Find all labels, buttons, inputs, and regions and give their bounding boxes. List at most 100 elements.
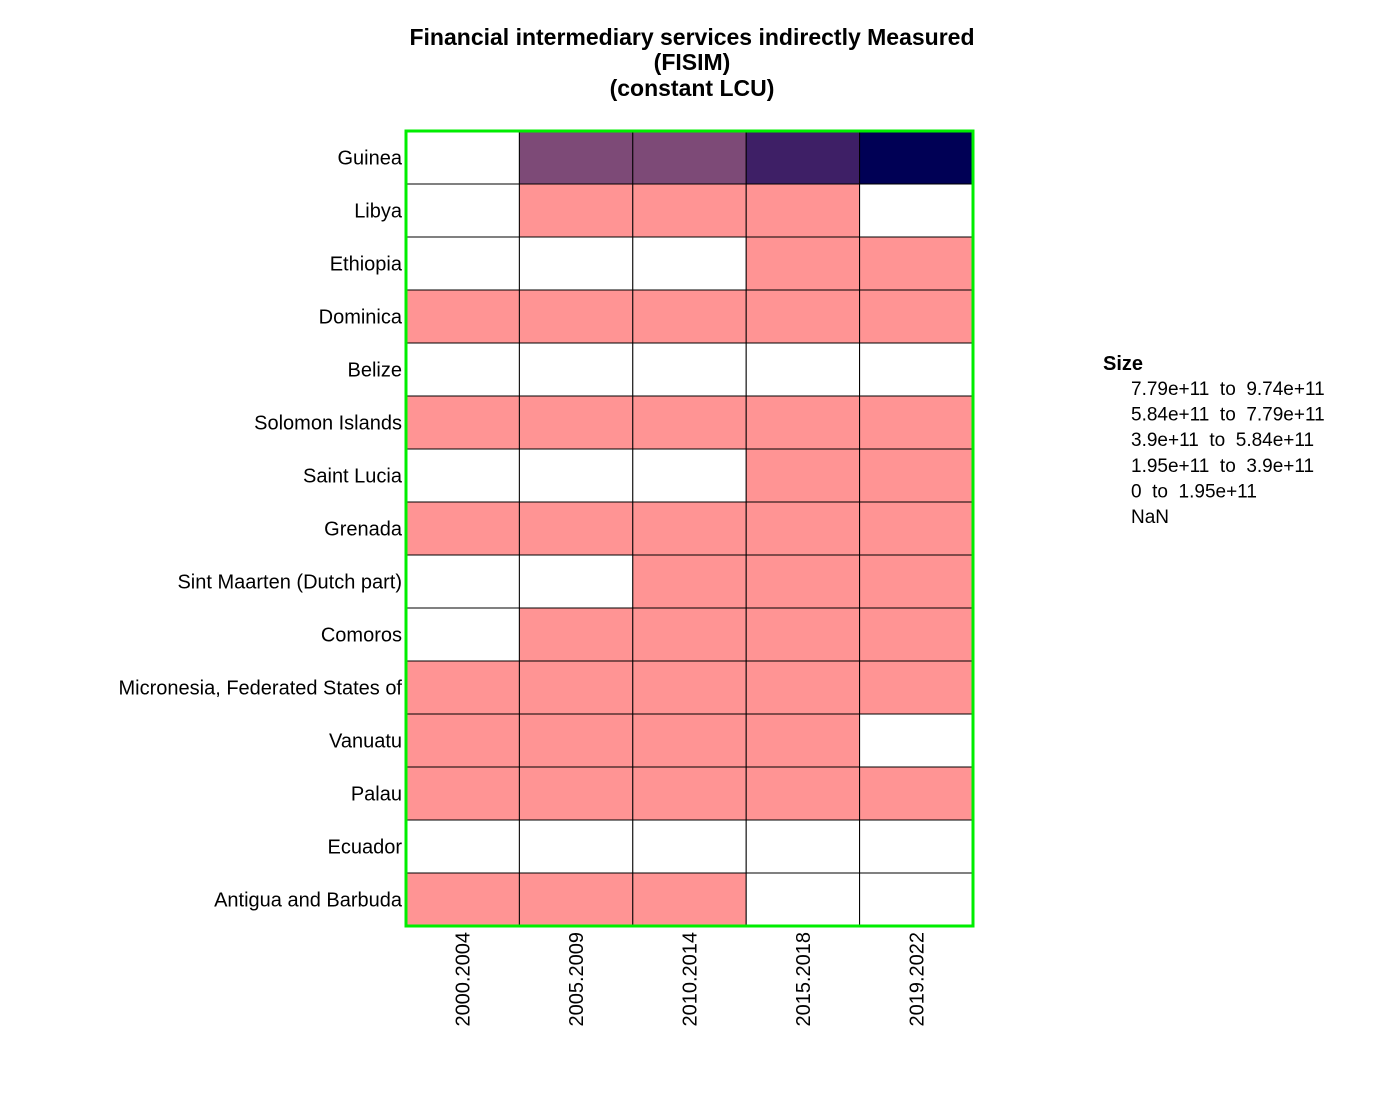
heatmap-cell xyxy=(405,342,520,397)
heatmap-cell xyxy=(632,448,747,503)
heatmap-cell xyxy=(518,236,634,291)
heatmap-cell xyxy=(632,183,747,238)
heatmap-cell xyxy=(859,236,974,291)
heatmap-cell xyxy=(745,342,861,397)
heatmap-cell xyxy=(405,872,520,927)
heatmap-cells xyxy=(405,130,974,927)
heatmap-cell xyxy=(518,289,634,344)
plot-frame xyxy=(404,129,975,928)
row-label: Ethiopia xyxy=(330,254,403,276)
heatmap-cell xyxy=(518,395,634,450)
chart-title-line: (constant LCU) xyxy=(610,75,775,101)
heatmap-cell xyxy=(859,395,974,450)
heatmap-cell xyxy=(518,448,634,503)
row-label: Antigua and Barbuda xyxy=(214,890,403,912)
heatmap-cell xyxy=(405,607,520,662)
heatmap-cell xyxy=(859,607,974,662)
legend-entry: 0 to 1.95e+11 xyxy=(1131,481,1257,502)
heatmap-cell xyxy=(405,660,520,715)
heatmap-cell xyxy=(745,501,861,556)
legend-entry: 7.79e+11 to 9.74e+11 xyxy=(1131,379,1325,400)
heatmap-cell xyxy=(745,236,861,291)
heatmap-cell xyxy=(859,183,974,238)
heatmap-cell xyxy=(518,713,634,768)
column-label: 2000.2004 xyxy=(453,932,475,1027)
heatmap-cell xyxy=(859,713,974,768)
heatmap-cell xyxy=(745,766,861,821)
heatmap-cell xyxy=(632,501,747,556)
heatmap-cell xyxy=(745,607,861,662)
row-label: Solomon Islands xyxy=(254,413,402,435)
chart-title: Financial intermediary services indirect… xyxy=(409,24,974,101)
heatmap-cell xyxy=(859,554,974,609)
column-label: 2019.2022 xyxy=(906,932,928,1027)
row-label: Ecuador xyxy=(328,837,403,859)
heatmap-cell xyxy=(632,819,747,874)
heatmap-cell xyxy=(405,713,520,768)
row-label: Dominica xyxy=(319,307,403,329)
heatmap-cell xyxy=(632,236,747,291)
column-label: 2015.2018 xyxy=(793,932,815,1027)
row-labels: Guinea Libya Ethiopia Dominica Belize Solomon… xyxy=(119,148,403,912)
heatmap-cell xyxy=(518,130,634,185)
legend-entry: 1.95e+11 to 3.9e+11 xyxy=(1131,456,1314,477)
heatmap-cell xyxy=(745,183,861,238)
heatmap-cell xyxy=(745,448,861,503)
heatmap-cell xyxy=(518,183,634,238)
heatmap-cell xyxy=(859,766,974,821)
heatmap-cell xyxy=(405,819,520,874)
heatmap-cell xyxy=(632,130,747,185)
heatmap-cell xyxy=(518,501,634,556)
heatmap-cell xyxy=(745,872,861,927)
heatmap-cell xyxy=(632,342,747,397)
heatmap-cell xyxy=(405,448,520,503)
heatmap-cell xyxy=(632,289,747,344)
heatmap-cell xyxy=(859,342,974,397)
heatmap-cell xyxy=(859,819,974,874)
heatmap-cell xyxy=(859,872,974,927)
row-label: Comoros xyxy=(321,625,402,647)
heatmap-cell xyxy=(859,448,974,503)
heatmap-cell xyxy=(518,766,634,821)
column-labels: 2000.2004 2005.2009 2010.2014 2015.2018 2019… xyxy=(453,932,929,1027)
heatmap-cell xyxy=(632,554,747,609)
heatmap-cell xyxy=(518,660,634,715)
row-label: Palau xyxy=(351,784,402,806)
heatmap-cell xyxy=(405,395,520,450)
heatmap-cell xyxy=(745,713,861,768)
heatmap-cell xyxy=(632,766,747,821)
heatmap-cell xyxy=(405,236,520,291)
legend-title: Size xyxy=(1103,353,1143,375)
legend-entry: NaN xyxy=(1131,507,1169,528)
heatmap-cell xyxy=(859,130,974,185)
heatmap-cell xyxy=(405,130,520,185)
heatmap-cell xyxy=(518,872,634,927)
legend-entry: 5.84e+11 to 7.79e+11 xyxy=(1131,405,1325,426)
chart-title-line: (FISIM) xyxy=(654,49,731,75)
heatmap-cell xyxy=(859,501,974,556)
heatmap-cell xyxy=(518,607,634,662)
heatmap-cell xyxy=(745,819,861,874)
heatmap-cell xyxy=(518,819,634,874)
legend-entry: 3.9e+11 to 5.84e+11 xyxy=(1131,430,1314,451)
heatmap-cell xyxy=(518,342,634,397)
heatmap-cell xyxy=(745,130,861,185)
row-label: Libya xyxy=(354,201,403,223)
column-label: 2005.2009 xyxy=(566,932,588,1027)
heatmap-cell xyxy=(632,872,747,927)
heatmap-cell xyxy=(632,713,747,768)
row-label: Grenada xyxy=(324,519,403,541)
row-label: Saint Lucia xyxy=(303,466,403,488)
heatmap-cell xyxy=(745,554,861,609)
heatmap-cell xyxy=(405,289,520,344)
heatmap-cell xyxy=(405,501,520,556)
row-label: Belize xyxy=(348,360,402,382)
heatmap-cell xyxy=(632,395,747,450)
heatmap-cell xyxy=(859,660,974,715)
heatmap-cell xyxy=(632,660,747,715)
heatmap-cell xyxy=(518,554,634,609)
column-label: 2010.2014 xyxy=(680,932,702,1027)
heatmap-cell xyxy=(405,554,520,609)
row-label: Sint Maarten (Dutch part) xyxy=(177,572,402,594)
